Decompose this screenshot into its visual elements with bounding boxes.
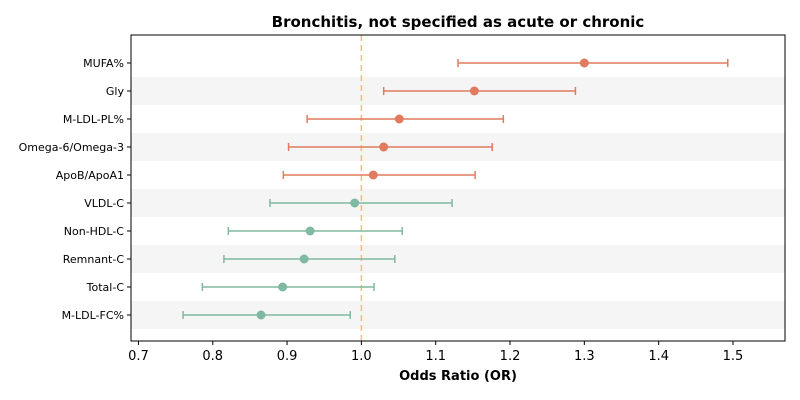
row-band	[131, 189, 785, 217]
y-tick-label: Omega-6/Omega-3	[19, 141, 124, 154]
or-point	[394, 114, 404, 124]
x-axis: 0.7 0.8 0.9 1.0 1.1 1.2 1.3 1.4 1.5	[128, 341, 743, 364]
y-tick-label: Remnant-C	[63, 253, 125, 266]
row-bands	[131, 77, 785, 329]
x-tick-label: 1.2	[500, 349, 521, 364]
or-point	[469, 86, 479, 96]
or-point	[305, 226, 315, 236]
x-tick-label: 1.5	[723, 349, 744, 364]
y-tick-label: M-LDL-PL%	[63, 113, 124, 126]
x-tick-label: 1.4	[648, 349, 669, 364]
x-axis-label: Odds Ratio (OR)	[399, 369, 517, 384]
chart-marks	[182, 58, 729, 320]
x-tick-label: 1.3	[574, 349, 595, 364]
x-tick-label: 0.9	[277, 349, 298, 364]
y-tick-label: ApoB/ApoA1	[56, 169, 124, 182]
y-tick-label: Non-HDL-C	[64, 225, 125, 238]
or-point	[368, 170, 378, 180]
or-point	[350, 198, 360, 208]
y-tick-label: Gly	[106, 85, 125, 98]
y-axis: MUFA% Gly M-LDL-PL% Omega-6/Omega-3 ApoB/Apo…	[19, 57, 131, 322]
plot-frame	[130, 34, 786, 342]
x-tick-label: 1.1	[425, 349, 446, 364]
y-tick-label: M-LDL-FC%	[62, 309, 124, 322]
x-tick-label: 1.0	[351, 349, 372, 364]
x-tick-label: 0.7	[128, 349, 149, 364]
or-point	[379, 142, 389, 152]
or-point	[579, 58, 589, 68]
y-tick-label: MUFA%	[83, 57, 124, 70]
or-point	[256, 310, 266, 320]
y-tick-label: Total-C	[86, 281, 125, 294]
x-tick-label: 0.8	[202, 349, 223, 364]
or-point	[278, 282, 288, 292]
y-tick-label: VLDL-C	[84, 197, 124, 210]
chart-title: Bronchitis, not specified as acute or ch…	[272, 13, 645, 31]
or-point	[299, 254, 309, 264]
